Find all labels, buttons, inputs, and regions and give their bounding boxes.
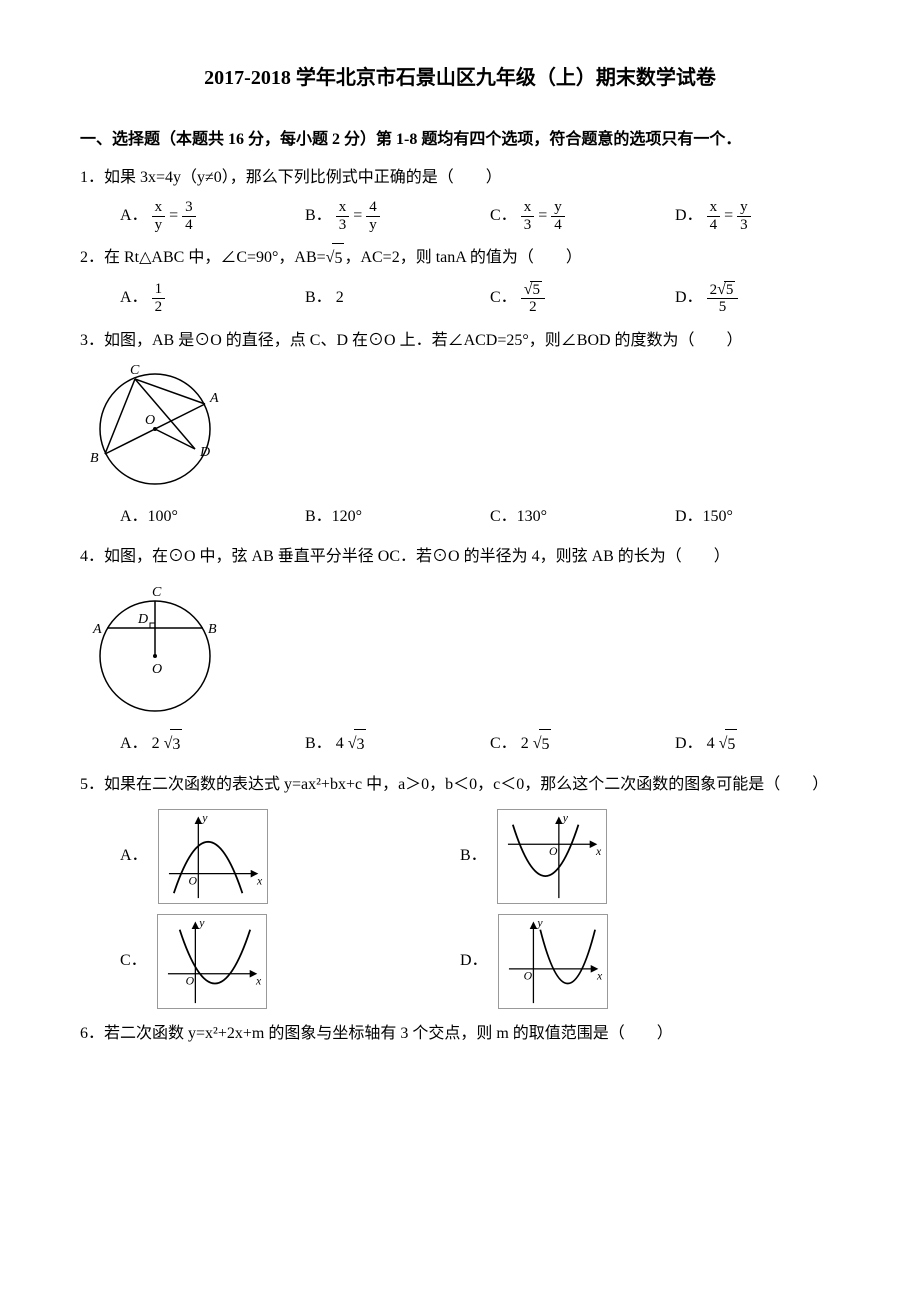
option-c: C． x3=y4 [490,199,655,233]
axis-o: O [188,874,197,887]
question-text: 5．如果在二次函数的表达式 y=ax²+bx+c 中，a＞0，b＜0，c＜0，那… [80,770,840,800]
circle-diagram: C D A B O [80,581,840,721]
option-label: C． [490,283,517,313]
option-label: D． [675,729,703,759]
label-b: B [208,622,217,637]
option-c: C．130° [490,502,655,532]
axis-y: y [536,916,543,929]
question-3: 3．如图，AB 是⊙O 的直径，点 C、D 在⊙O 上．若∠ACD=25°，则∠… [80,326,840,533]
question-text: 6．若二次函数 y=x²+2x+m 的图象与坐标轴有 3 个交点，则 m 的取值… [80,1019,840,1049]
question-6: 6．若二次函数 y=x²+2x+m 的图象与坐标轴有 3 个交点，则 m 的取值… [80,1019,840,1049]
option-d: D． x4=y3 [675,199,840,233]
option-label: C． [120,946,147,976]
option-label: A． [120,201,148,231]
axis-x: x [255,974,262,987]
axis-x: x [595,845,602,858]
option-label: D． [675,201,703,231]
options-figures: A． x y O B． x y O C． [80,809,840,1009]
option-label: B． [305,729,332,759]
option-a: A． x y O [120,809,400,904]
option-c: C． x y O [120,914,400,1009]
option-b: B． 4√3 [305,729,470,760]
option-label: B． [305,201,332,231]
axis-o: O [523,969,532,982]
section-header: 一、选择题（本题共 16 分，每小题 2 分）第 1-8 题均有四个选项，符合题… [80,126,840,155]
option-b: B．120° [305,502,470,532]
option-d: D．150° [675,502,840,532]
label-c: C [152,585,162,600]
axis-x: x [596,969,603,982]
option-d: D． x y O [460,914,740,1009]
label-d: D [137,612,148,627]
options: A． 2√3 B． 4√3 C． 2√5 D． 4√5 [80,729,840,760]
option-b: B． x y O [460,809,740,904]
axis-y: y [198,916,205,929]
options: A． xy=34 B． x3=4y C． x3=y4 D． x4=y3 [80,199,840,233]
options: A． 12 B．2 C． √52 D． 2√55 [80,281,840,316]
question-text: 3．如图，AB 是⊙O 的直径，点 C、D 在⊙O 上．若∠ACD=25°，则∠… [80,326,840,356]
circle-diagram: C A O D B [80,364,840,494]
label-o: O [145,413,155,428]
option-c: C． 2√5 [490,729,655,760]
option-d: D． 2√55 [675,281,840,316]
option-label: D． [460,946,488,976]
option-b: B．2 [305,281,470,316]
option-a: A． 2√3 [120,729,285,760]
axis-o: O [185,974,194,987]
option-label: A． [120,283,148,313]
label-a: A [209,391,219,406]
question-1: 1．如果 3x=4y（y≠0），那么下列比例式中正确的是（ ） A． xy=34… [80,163,840,233]
option-label: C． [490,729,517,759]
question-text: 1．如果 3x=4y（y≠0），那么下列比例式中正确的是（ ） [80,163,840,193]
option-d: D． 4√5 [675,729,840,760]
axis-o: O [549,845,558,858]
question-5: 5．如果在二次函数的表达式 y=ax²+bx+c 中，a＞0，b＜0，c＜0，那… [80,770,840,1008]
question-text: 2．在 Rt△ABC 中，∠C=90°，AB=√5，AC=2，则 tanA 的值… [80,243,840,274]
question-4: 4．如图，在⊙O 中，弦 AB 垂直平分半径 OC．若⊙O 的半径为 4，则弦 … [80,542,840,760]
page-title: 2017-2018 学年北京市石景山区九年级（上）期末数学试卷 [80,60,840,96]
question-2: 2．在 Rt△ABC 中，∠C=90°，AB=√5，AC=2，则 tanA 的值… [80,243,840,315]
axis-x: x [256,874,263,887]
option-c: C． √52 [490,281,655,316]
options: A．100° B．120° C．130° D．150° [80,502,840,532]
label-b: B [90,451,99,466]
label-c: C [130,364,140,378]
axis-y: y [561,811,568,824]
option-b: B． x3=4y [305,199,470,233]
option-label: A． [120,841,148,871]
option-label: B． [305,283,332,313]
fraction: xy [152,199,166,233]
option-label: A． [120,729,148,759]
question-text: 4．如图，在⊙O 中，弦 AB 垂直平分半径 OC．若⊙O 的半径为 4，则弦 … [80,542,840,572]
option-label: D． [675,283,703,313]
label-o: O [152,662,162,677]
option-label: B． [460,841,487,871]
axis-y: y [201,811,208,824]
label-d: D [199,445,210,460]
option-label: C． [490,201,517,231]
label-a: A [92,622,102,637]
option-a: A．100° [120,502,285,532]
option-a: A． xy=34 [120,199,285,233]
option-a: A． 12 [120,281,285,316]
